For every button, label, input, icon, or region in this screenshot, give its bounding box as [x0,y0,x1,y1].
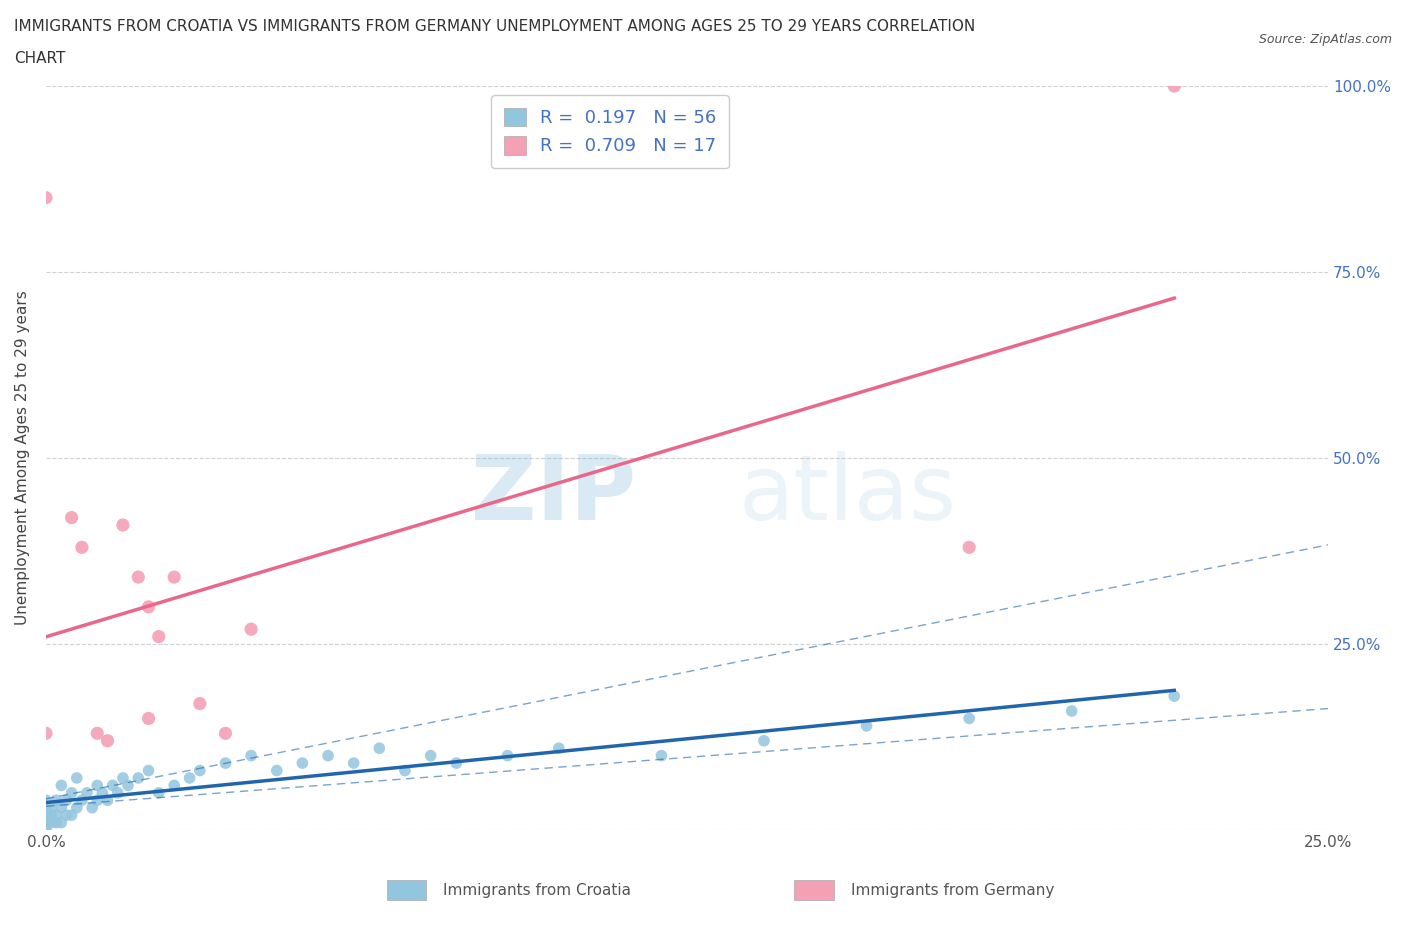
Point [214,756,236,771]
Point [957,540,980,555]
Point [86,793,108,808]
Point [70,793,93,808]
Point [60,511,83,525]
Point [35,816,58,830]
Point [39,816,62,830]
Point [35,793,58,808]
Point [96,734,118,749]
Point [138,764,160,778]
Point [91,786,114,801]
Point [35,823,58,838]
Text: Immigrants from Germany: Immigrants from Germany [851,883,1054,897]
Point [111,518,134,533]
Point [394,764,416,778]
Point [179,771,201,786]
Point [1060,704,1083,719]
Point [752,734,775,749]
Point [138,711,160,726]
Point [148,786,170,801]
Point [35,823,58,838]
Point [35,808,58,823]
Point [35,801,58,816]
Point [138,600,160,615]
Point [316,749,339,764]
Point [1163,79,1185,94]
Point [214,726,236,741]
Point [39,808,62,823]
Point [650,749,672,764]
Point [35,726,58,741]
Point [419,749,441,764]
Point [66,801,89,816]
Point [291,756,314,771]
Point [45,793,67,808]
Point [45,808,67,823]
Point [51,801,73,816]
Point [111,771,134,786]
Text: atlas: atlas [738,451,956,539]
Point [163,570,186,585]
Point [55,793,77,808]
Point [96,793,118,808]
Point [446,756,468,771]
Point [82,801,104,816]
Point [957,711,980,726]
Text: ZIP: ZIP [471,451,636,539]
Point [240,622,263,637]
Point [117,778,139,793]
Point [1163,689,1185,704]
Point [188,764,211,778]
Point [39,801,62,816]
Point [188,697,211,711]
Point [127,771,149,786]
Point [496,749,519,764]
Point [127,570,149,585]
Point [266,764,288,778]
Point [547,741,569,756]
Text: CHART: CHART [14,51,66,66]
Point [60,808,83,823]
Point [55,808,77,823]
Point [66,771,89,786]
Point [60,786,83,801]
Point [51,816,73,830]
Point [163,778,186,793]
Point [101,778,124,793]
Point [240,749,263,764]
Point [86,778,108,793]
Y-axis label: Unemployment Among Ages 25 to 29 years: Unemployment Among Ages 25 to 29 years [15,291,30,626]
Point [368,741,391,756]
Point [343,756,366,771]
Point [35,191,58,206]
Legend: R =  0.197   N = 56, R =  0.709   N = 17: R = 0.197 N = 56, R = 0.709 N = 17 [491,95,728,168]
Point [107,786,129,801]
Point [76,786,98,801]
Point [70,540,93,555]
Text: Immigrants from Croatia: Immigrants from Croatia [443,883,631,897]
Point [45,816,67,830]
Text: Source: ZipAtlas.com: Source: ZipAtlas.com [1258,33,1392,46]
Point [51,778,73,793]
Point [148,630,170,644]
Point [855,719,877,734]
Text: IMMIGRANTS FROM CROATIA VS IMMIGRANTS FROM GERMANY UNEMPLOYMENT AMONG AGES 25 TO: IMMIGRANTS FROM CROATIA VS IMMIGRANTS FR… [14,19,976,33]
Point [86,726,108,741]
